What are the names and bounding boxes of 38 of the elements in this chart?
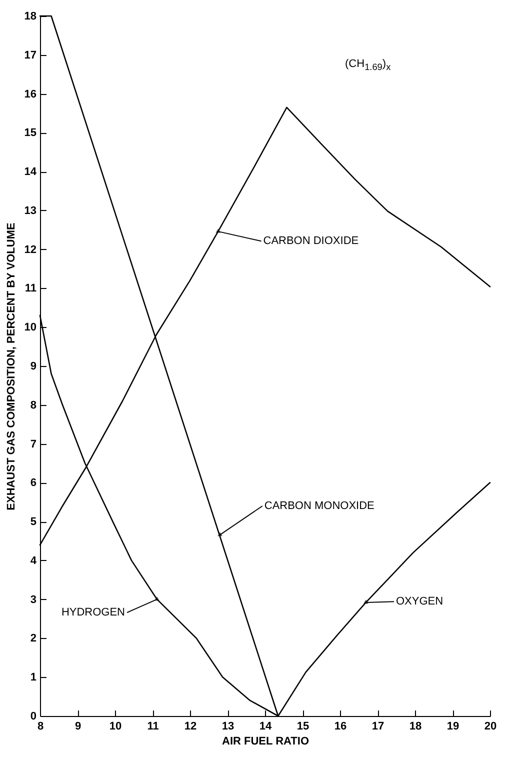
y-tick-label: 4 bbox=[30, 554, 38, 567]
y-tick-label: 17 bbox=[24, 49, 36, 62]
y-tick-label: 11 bbox=[24, 282, 36, 295]
x-tick-label: 11 bbox=[147, 720, 159, 732]
x-tick-label: 20 bbox=[484, 720, 497, 732]
y-tick-label: 9 bbox=[30, 360, 36, 372]
x-tick-label: 15 bbox=[296, 720, 310, 732]
x-tick-label: 14 bbox=[259, 720, 272, 732]
annotation: CARBON MONOXIDE bbox=[264, 500, 374, 512]
y-tick-label: 14 bbox=[24, 166, 38, 178]
text: (CH$_{1.69}$)$_{x}$ bbox=[345, 58, 391, 72]
y-tick-label: 12 bbox=[24, 244, 36, 256]
x-tick-label: 12 bbox=[184, 720, 197, 732]
x-tick-label: 13 bbox=[222, 720, 234, 732]
annotation: HYDROGEN bbox=[61, 606, 126, 619]
y-tick-label: 13 bbox=[24, 204, 36, 217]
annotation: OXYGEN bbox=[396, 596, 444, 608]
y-tick-label: 3 bbox=[30, 594, 36, 606]
y-tick-label: 6 bbox=[30, 477, 36, 490]
y-tick-label: 1 bbox=[30, 672, 36, 684]
x-axis-title: AIR FUEL RATIO bbox=[222, 736, 310, 748]
annotation: CARBON DIOXIDE bbox=[263, 235, 359, 248]
y-tick-label: 8 bbox=[30, 399, 36, 412]
y-tick-label: 10 bbox=[24, 322, 36, 334]
y-tick-label: 2 bbox=[30, 632, 36, 645]
y-tick-label: 7 bbox=[30, 438, 36, 450]
x-tick-label: 18 bbox=[409, 720, 422, 732]
y-tick-label: 18 bbox=[24, 10, 36, 22]
y-tick-label: 16 bbox=[24, 88, 36, 100]
x-tick-label: 10 bbox=[109, 720, 122, 732]
x-tick-label: 9 bbox=[74, 720, 82, 732]
x-tick-label: 17 bbox=[372, 720, 384, 732]
x-tick-label: 16 bbox=[334, 720, 347, 732]
y-axis-title: EXHAUST GAS COMPOSITION, PERCENT BY VOLUME bbox=[5, 222, 18, 510]
y-tick-label: 15 bbox=[24, 127, 36, 140]
y-tick-label: 5 bbox=[30, 516, 36, 528]
y-tick-label: 0 bbox=[30, 710, 36, 722]
x-tick-label: 19 bbox=[446, 720, 460, 732]
